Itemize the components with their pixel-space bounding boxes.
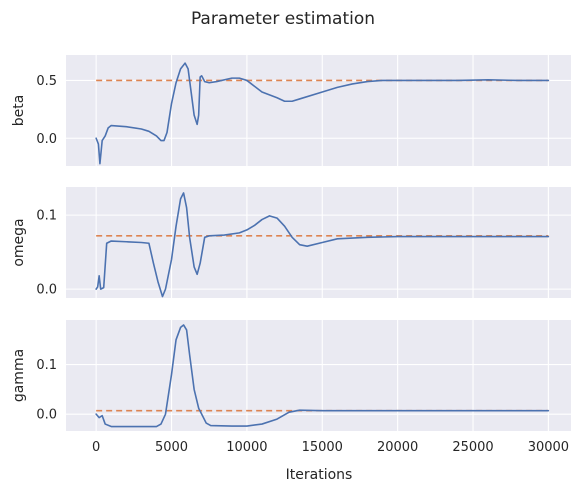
figure-title: Parameter estimation: [191, 9, 375, 29]
x-tick-label: 30000: [528, 440, 569, 455]
panel-omega: 0.0 0.1 omega: [11, 187, 571, 298]
panel-gamma: 0.0 0.1 gamma 0 5000 10000 15000 20000 25000 3000…: [11, 320, 571, 455]
y-tick-label: 0.1: [36, 209, 57, 224]
x-tick-label: 10000: [226, 440, 267, 455]
y-tick-label: 0.1: [36, 358, 57, 373]
y-tick-label: 0.0: [36, 132, 57, 147]
x-tick-label: 20000: [377, 440, 418, 455]
x-tick-label: 0: [92, 440, 100, 455]
estimate-line-gamma: [95, 324, 550, 428]
y-axis-label-gamma: gamma: [11, 349, 27, 402]
y-tick-label: 0.5: [36, 74, 57, 89]
panel-background: [66, 187, 571, 298]
y-axis-label-beta: beta: [11, 95, 27, 127]
y-tick-label: 0.0: [36, 283, 57, 298]
panel-background: [66, 55, 571, 166]
panels-group: 0.0 0.5 beta 0.0 0.1 omega 0.0 0.1 gamma 0 5000 100…: [11, 55, 571, 455]
panel-beta: 0.0 0.5 beta: [11, 55, 571, 166]
x-tick-label: 25000: [452, 440, 493, 455]
estimate-line-omega: [95, 192, 550, 298]
estimate-line-beta: [95, 62, 550, 165]
y-axis-label-omega: omega: [11, 218, 27, 266]
panel-background: [66, 320, 571, 431]
x-axis-label: Iterations: [286, 467, 353, 483]
y-tick-label: 0.0: [36, 408, 57, 423]
x-tick-label: 15000: [302, 440, 343, 455]
x-tick-label: 5000: [155, 440, 188, 455]
